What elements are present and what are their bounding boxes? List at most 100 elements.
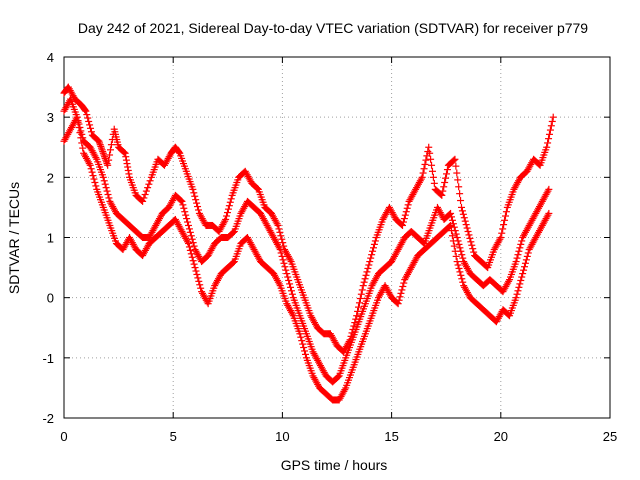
data-point <box>497 234 505 241</box>
data-point <box>187 250 195 258</box>
data-point <box>276 228 284 236</box>
data-point <box>298 337 306 345</box>
data-point <box>107 141 115 149</box>
data-point <box>122 156 130 164</box>
data-point <box>226 198 234 206</box>
data-point <box>544 139 552 147</box>
data-point <box>448 216 456 224</box>
data-point <box>401 211 409 219</box>
data-point <box>95 137 103 145</box>
data-point <box>363 268 371 276</box>
data-point <box>87 128 95 136</box>
data-point <box>400 279 408 287</box>
data-point <box>97 144 105 152</box>
data-point <box>469 245 477 253</box>
data-point <box>524 249 532 257</box>
data-point <box>513 254 521 262</box>
data-point <box>184 218 192 226</box>
data-point <box>448 213 456 221</box>
data-point <box>448 227 456 235</box>
data-point <box>82 107 90 115</box>
data-point <box>456 190 464 198</box>
data-point <box>454 261 462 269</box>
data-point <box>104 191 112 199</box>
data-point <box>465 231 473 239</box>
data-point <box>367 254 375 262</box>
data-point <box>275 225 283 233</box>
data-point <box>190 242 198 250</box>
data-point <box>425 143 433 151</box>
data-point <box>521 259 529 267</box>
data-point <box>183 215 191 223</box>
data-point <box>76 129 84 137</box>
data-point <box>501 216 509 224</box>
data-point <box>139 197 147 205</box>
data-point <box>422 156 430 164</box>
data-point <box>512 258 520 266</box>
x-tick-label: 15 <box>384 429 398 444</box>
data-point <box>85 160 93 168</box>
data-point <box>278 235 286 243</box>
y-axis-label: SDTVAR / TECUs <box>6 182 22 294</box>
data-point <box>92 154 100 162</box>
data-point <box>273 220 281 228</box>
data-point <box>496 235 504 243</box>
data-point <box>455 183 463 191</box>
data-point <box>187 232 195 240</box>
data-point <box>276 246 284 254</box>
data-point <box>519 270 527 278</box>
data-point <box>188 235 196 243</box>
data-point <box>545 209 553 217</box>
y-tick-label: -2 <box>42 411 54 426</box>
data-point <box>79 144 87 152</box>
data-point <box>227 195 235 203</box>
data-point <box>458 207 466 215</box>
data-point <box>544 211 552 219</box>
data-point <box>455 264 463 272</box>
data-point <box>278 252 286 260</box>
data-point <box>101 180 109 188</box>
data-point <box>549 113 557 121</box>
data-point <box>184 221 192 229</box>
data-point <box>457 271 465 279</box>
data-point <box>395 296 403 304</box>
y-tick-label: 0 <box>47 291 54 306</box>
data-point <box>512 294 520 302</box>
data-point <box>518 237 526 245</box>
data-point <box>459 278 467 286</box>
data-point <box>223 209 231 217</box>
data-point <box>96 139 104 147</box>
data-point <box>121 149 129 157</box>
data-point <box>546 126 554 134</box>
data-point <box>274 221 282 229</box>
data-point <box>74 118 82 126</box>
data-point <box>421 160 429 168</box>
data-point <box>547 122 555 130</box>
data-point <box>194 206 202 214</box>
data-point <box>73 113 81 121</box>
data-point <box>78 139 86 147</box>
data-point <box>122 153 130 161</box>
data-point <box>87 124 95 132</box>
data-point <box>141 191 149 199</box>
data-point <box>360 278 368 286</box>
data-point <box>286 280 294 288</box>
data-point <box>301 350 309 358</box>
data-point <box>515 283 523 291</box>
data-point <box>397 289 405 297</box>
data-point <box>453 169 461 177</box>
data-point <box>287 287 295 295</box>
data-point <box>88 168 96 176</box>
data-point <box>84 114 92 122</box>
data-point <box>439 187 447 195</box>
data-point <box>403 204 411 212</box>
data-point <box>97 142 105 150</box>
data-point <box>457 197 465 205</box>
data-point <box>283 270 291 278</box>
data-point <box>99 173 107 181</box>
data-point <box>544 187 552 195</box>
data-point <box>192 267 200 275</box>
data-point <box>184 238 192 246</box>
data-point <box>498 229 506 237</box>
data-point <box>178 197 186 205</box>
